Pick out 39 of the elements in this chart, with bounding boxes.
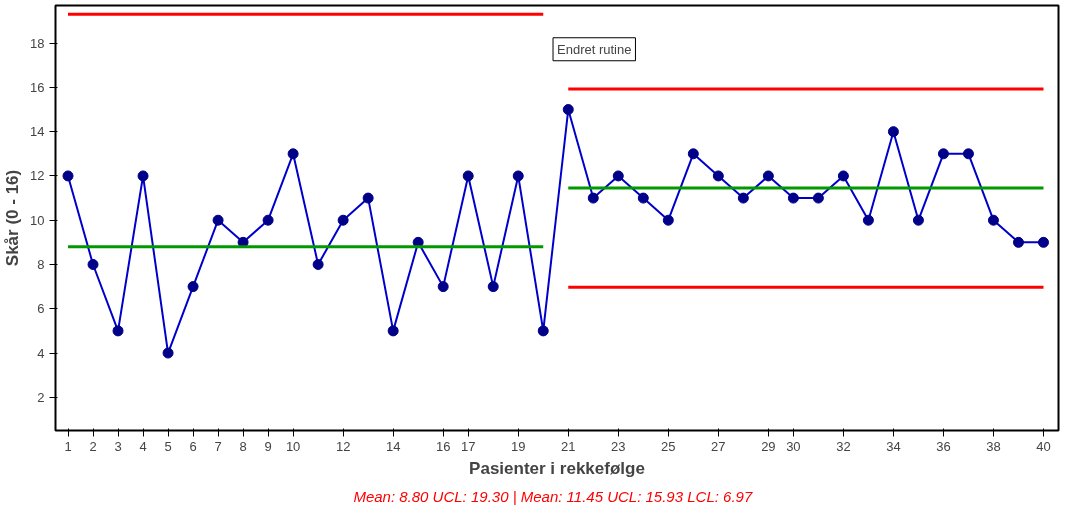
x-tick-label: 17: [460, 438, 476, 454]
x-tick-label: 7: [214, 438, 222, 454]
x-tick-label: 12: [335, 438, 351, 454]
x-axis-title: Pasienter i rekkefølge: [469, 458, 645, 478]
x-tick-label: 25: [661, 438, 676, 454]
x-tick-label: 32: [836, 438, 851, 454]
y-tick-label: 12: [30, 168, 45, 184]
y-tick-label: 10: [30, 212, 45, 228]
x-tick-label: 1: [64, 438, 72, 454]
y-tick-label: 4: [37, 345, 45, 361]
x-tick-label: 23: [611, 438, 626, 454]
x-tick-label: 8: [239, 438, 247, 454]
y-tick-label: 6: [37, 301, 45, 317]
x-tick-label: 10: [285, 438, 301, 454]
x-tick-label: 9: [264, 438, 272, 454]
x-tick-label: 34: [886, 438, 901, 454]
x-tick-label: 16: [435, 438, 451, 454]
y-tick-label: 18: [30, 35, 45, 51]
text: Mean: 8.80 UCL: 19.30 | Mean: 11.45 UCL: 15.93 LCL: 6.97: [353, 487, 753, 505]
x-tick-label: 21: [561, 438, 576, 454]
x-tick-label: 27: [711, 438, 726, 454]
x-tick-label: 29: [761, 438, 776, 454]
y-tick-label: 8: [37, 256, 45, 272]
x-tick-label: 19: [511, 438, 526, 454]
annotation: Endret rutine: [557, 41, 632, 57]
x-tick-label: 4: [139, 438, 147, 454]
x-tick-label: 2: [89, 438, 97, 454]
x-tick-label: 5: [164, 438, 172, 454]
y-tick-label: 16: [30, 79, 45, 95]
x-tick-label: 36: [936, 438, 951, 454]
x-tick-label: 38: [986, 438, 1001, 454]
x-tick-label: 6: [189, 438, 197, 454]
y-tick-label: 14: [30, 124, 45, 140]
x-tick-label: 30: [786, 438, 801, 454]
x-tick-label: 40: [1036, 438, 1051, 454]
x-tick-label: 3: [114, 438, 122, 454]
y-tick-label: 2: [37, 389, 45, 405]
y-axis-title: Skår (0 - 16): [3, 169, 23, 267]
x-tick-label: 14: [385, 438, 401, 454]
